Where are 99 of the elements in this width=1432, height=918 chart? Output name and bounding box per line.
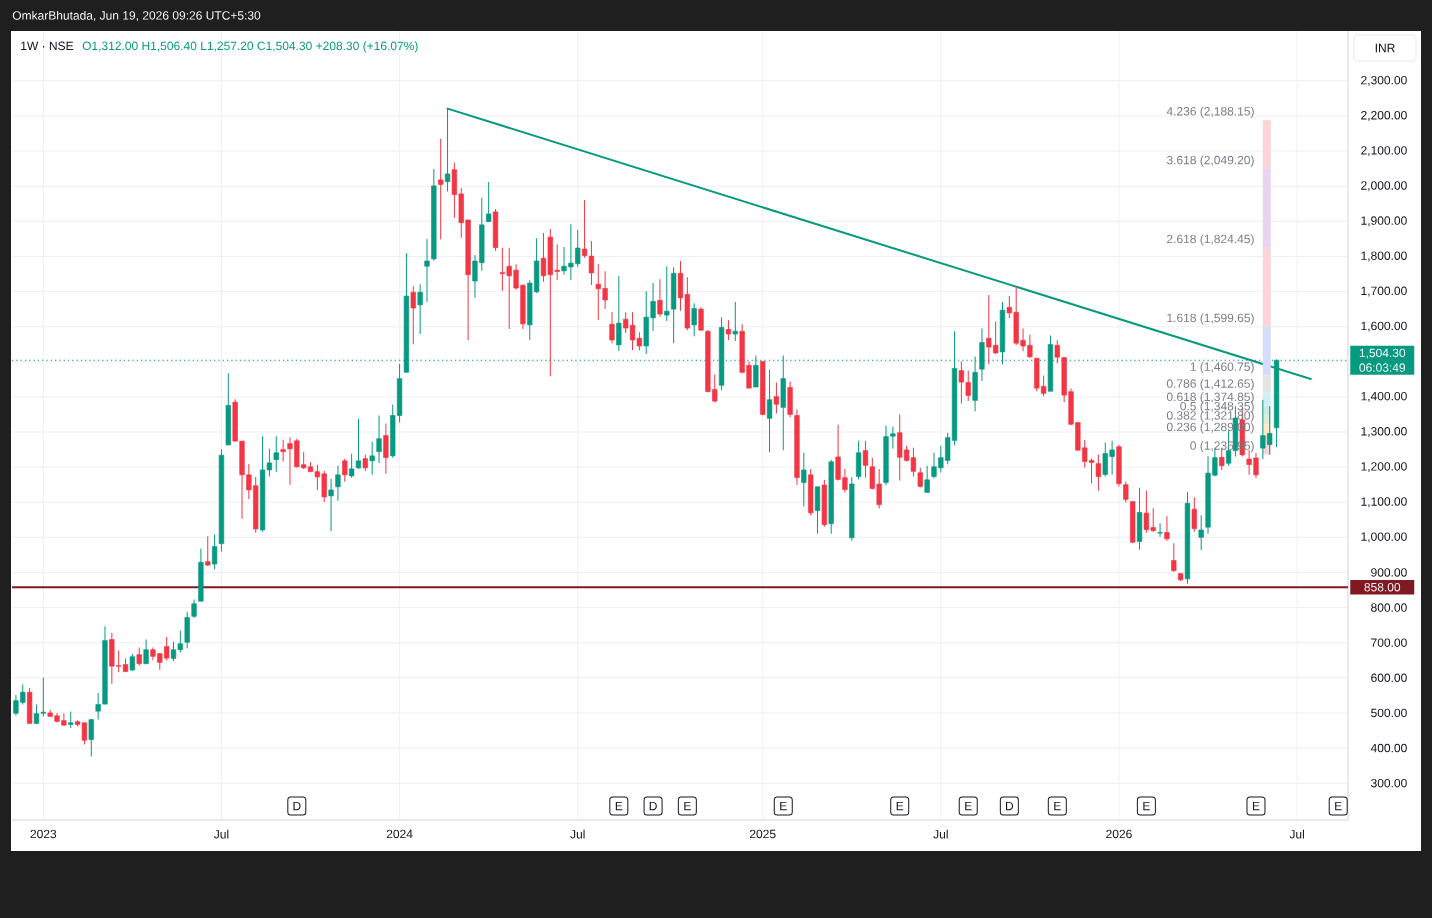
y-tick-label: 700.00	[1371, 638, 1407, 647]
annotation: E	[780, 801, 787, 811]
x-tick-label: 2024	[386, 829, 413, 839]
annotation: E	[896, 801, 904, 811]
candlestick	[691, 302, 697, 337]
text: OmkarBhutada, Jun 19, 2026 09:26 UTC+5:30	[12, 10, 261, 22]
annotation: D	[293, 801, 301, 811]
candlestick	[609, 311, 615, 344]
bar	[1262, 168, 1271, 248]
candlestick	[383, 423, 389, 475]
y-tick-label: 300.00	[1371, 778, 1407, 788]
y-tick-label: 2,100.00	[1361, 146, 1407, 157]
candlestick	[1171, 542, 1177, 573]
annotation: E	[1335, 801, 1342, 811]
x-tick-label: 2023	[30, 829, 57, 839]
x-tick-label: Jul	[933, 829, 948, 839]
candlestick	[801, 452, 807, 507]
y-tick-label: 1,700.00	[1361, 286, 1407, 297]
annotation: D	[1005, 801, 1014, 811]
y-tick-label: 400.00	[1370, 743, 1407, 753]
candlestick	[1095, 453, 1102, 492]
y-tick-label: 600.00	[1371, 673, 1407, 683]
bar	[1262, 247, 1271, 327]
candlestick	[410, 285, 416, 345]
y-tick-label: 2,300.00	[1361, 75, 1407, 86]
annotation: E	[1143, 801, 1150, 811]
candlestick	[342, 458, 348, 483]
ref-line-label: 858.00	[1364, 582, 1401, 592]
candlestick	[732, 301, 738, 342]
y-axis-title: INR	[1375, 43, 1395, 53]
bar	[1262, 375, 1271, 393]
candlestick	[486, 181, 492, 223]
x-tick-label: Jul	[213, 829, 229, 839]
y-tick-label: 1,600.00	[1361, 321, 1407, 332]
candlestick	[328, 478, 334, 532]
candlestick	[273, 435, 279, 473]
bar	[1262, 326, 1271, 376]
annotation: E	[965, 801, 972, 811]
y-tick-label: 2,200.00	[1361, 111, 1407, 121]
y-tick-label: 1,400.00	[1361, 391, 1407, 402]
y-tick-label: 2,000.00	[1361, 181, 1407, 192]
candlestick	[814, 486, 821, 535]
candlestick	[855, 440, 862, 480]
candlestick	[424, 238, 430, 303]
y-tick-label: 1,100.00	[1361, 497, 1407, 508]
candlestick	[191, 599, 197, 619]
candlestick	[725, 319, 732, 341]
candlestick	[1157, 522, 1163, 538]
annotation: 2.618 (1,824.45)	[1167, 234, 1254, 246]
candlestick	[1164, 515, 1170, 542]
y-tick-label: 800.00	[1371, 603, 1407, 612]
annotation: 1.618 (1,599.65)	[1167, 313, 1254, 325]
annotation: E	[1252, 801, 1260, 811]
candlestick	[773, 381, 780, 414]
annotation: E	[615, 801, 623, 811]
candlestick	[616, 275, 622, 352]
y-tick-label: 1,300.00	[1361, 427, 1407, 437]
candlestick	[88, 718, 94, 757]
candlestick	[335, 465, 341, 502]
candlestick	[862, 440, 869, 479]
candlestick	[355, 418, 362, 470]
text: O1,312.00 H1,506.40 L1,257.20 C1,504.30 +208.30 (+16.07%)	[82, 41, 418, 53]
x-tick-label: 2025	[749, 829, 776, 839]
y-tick-label: 1,200.00	[1361, 462, 1407, 473]
candlestick	[211, 534, 218, 570]
candlestick	[143, 639, 149, 665]
annotation: E	[684, 801, 691, 811]
y-tick-label: 1,800.00	[1361, 251, 1407, 262]
candlestick	[664, 265, 670, 322]
x-tick-label: Jul	[570, 829, 585, 839]
candlestick	[766, 369, 773, 453]
annotation: E	[1054, 801, 1061, 811]
candlestick	[924, 465, 930, 493]
candlestick	[657, 278, 663, 318]
annotation: 3.618 (2,049.20)	[1166, 155, 1254, 167]
candlestick	[1198, 514, 1204, 551]
candlestick	[1191, 496, 1197, 533]
candlestick	[438, 138, 444, 240]
annotation: 1 (1,460.75)	[1190, 362, 1254, 374]
candlestick	[376, 415, 382, 464]
candlestick	[348, 453, 355, 479]
annotation: D	[649, 801, 657, 811]
bar	[1262, 120, 1271, 169]
candlestick	[417, 283, 423, 335]
text: 1W · NSE	[21, 41, 74, 51]
y-tick-label: 1,000.00	[1361, 532, 1407, 543]
y-tick-label: 1,900.00	[1361, 216, 1407, 227]
candlestick	[205, 535, 211, 567]
candlestick	[698, 306, 704, 332]
candlestick	[369, 441, 375, 476]
y-tick-label: 500.00	[1371, 708, 1407, 718]
annotation: 0.786 (1,412.65)	[1166, 379, 1254, 391]
candlestick	[1123, 481, 1129, 504]
ref-line-label: 1,504.30 06:03:49	[1359, 348, 1406, 372]
bar	[1262, 392, 1271, 406]
annotation: 4.236 (2,188.15)	[1166, 106, 1254, 118]
y-tick-label: 900.00	[1371, 568, 1407, 577]
x-tick-label: 2026	[1106, 829, 1132, 839]
x-tick-label: Jul	[1289, 829, 1304, 839]
